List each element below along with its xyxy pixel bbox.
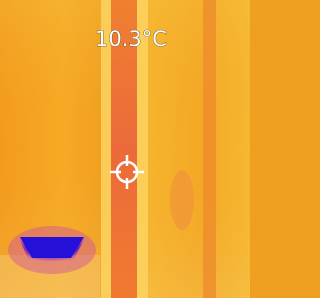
- warm-stripe: [203, 0, 216, 298]
- page: {"temperature_reading": "10.3°C"}: [0, 0, 250, 298]
- thermal-view: 10.3°C: [0, 0, 250, 298]
- temperature-reading: 10.3°C: [95, 27, 167, 51]
- warm-patch: [170, 170, 194, 230]
